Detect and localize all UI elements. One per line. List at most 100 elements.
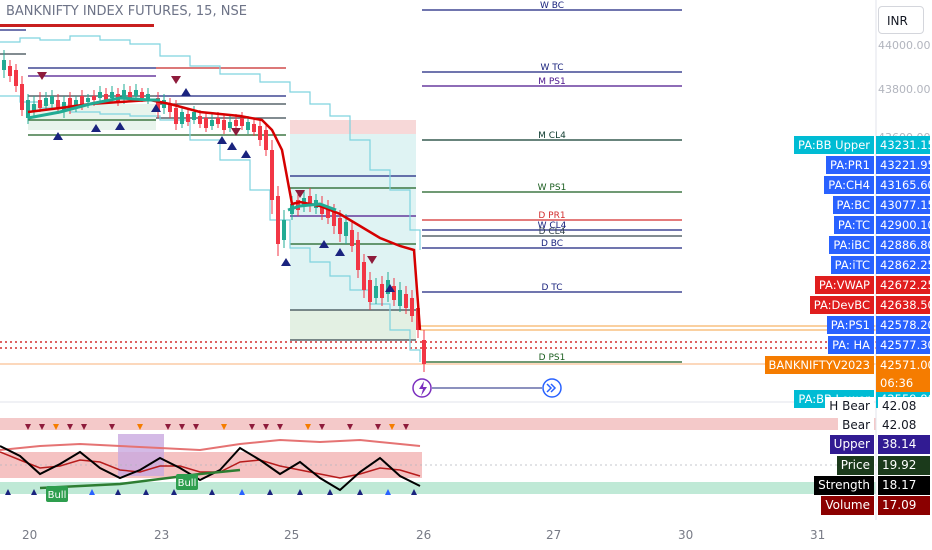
oscillator-buy-mark-1 [31, 489, 37, 495]
price-tag-value: 42862.25 [876, 256, 932, 274]
candle-44 [270, 140, 274, 214]
indicator-label: H Bear [825, 397, 874, 416]
level-label-d-cl4: D CL4 [539, 227, 566, 237]
price-tag-label: PA:TC [833, 216, 874, 234]
candle-50 [308, 188, 312, 212]
price-tag-row: PA:CH4 43165.60 [0, 176, 932, 194]
candle-37 [228, 116, 232, 132]
buy-triangle-7 [241, 150, 251, 158]
price-tag-value: 42886.80 [876, 236, 932, 254]
candle-27 [168, 98, 172, 118]
candle-body-54 [332, 212, 336, 226]
price-tag-label: PA:iBC [829, 236, 874, 254]
candle-body-17 [104, 94, 108, 100]
candle-body-29 [180, 112, 184, 124]
candle-39 [240, 112, 244, 130]
oscillator-buy-mark-4 [115, 489, 121, 495]
buy-triangle-5 [217, 136, 227, 144]
oscillator-sell-mark-0 [25, 424, 31, 430]
oscillator-sell-mark-19 [403, 424, 409, 430]
level-label-w-cl4: W CL4 [538, 221, 567, 231]
oscillator-sell-mark-3 [67, 424, 73, 430]
trend-line-green-2 [287, 202, 337, 212]
candle-body-23 [140, 92, 144, 98]
candle-body-36 [222, 120, 226, 130]
candle-body-60 [368, 280, 372, 302]
price-tag-row: PA:TC 42900.10 [0, 216, 932, 234]
bull-signal-box-1 [176, 474, 198, 490]
oscillator-sell-mark-2 [53, 424, 59, 430]
oscillator-upper-line [0, 438, 421, 452]
indicator-value: 38.14 [878, 435, 930, 454]
candle-body-14 [86, 98, 90, 102]
oscillator-sell-mark-8 [179, 424, 185, 430]
oscillator-sell-mark-5 [109, 424, 115, 430]
indicator-row: Volume 17.09 [812, 496, 930, 515]
vwap-line [27, 98, 422, 331]
candle-34 [210, 114, 214, 130]
candle-45 [276, 186, 280, 256]
plot-area [0, 0, 876, 520]
candle-body-1 [8, 66, 12, 76]
sell-triangle-2 [231, 128, 241, 136]
candle-12 [74, 96, 78, 112]
candle-body-56 [344, 222, 348, 236]
oscillator-sell-mark-14 [305, 424, 311, 430]
candle-65 [398, 282, 402, 312]
oversold-band [0, 482, 876, 494]
currency-selector[interactable]: INR [878, 6, 924, 34]
candle-66 [404, 286, 408, 314]
bull-signal-label-0: Bull [48, 490, 67, 501]
price-tag-row: PA:PS1 42578.20 [0, 316, 932, 334]
candle-body-12 [74, 100, 78, 106]
level-label-d-tc: D TC [541, 283, 562, 293]
candle-body-7 [44, 98, 48, 106]
price-tag-row: PA:iBC 42886.80 [0, 236, 932, 254]
price-tag-value: 43231.15 [876, 136, 932, 154]
candle-body-2 [14, 70, 18, 86]
indicator-value: 17.09 [878, 496, 930, 515]
indicator-row: Bear 42.08 [812, 416, 930, 435]
candle-9 [56, 94, 60, 114]
candle-67 [410, 290, 414, 322]
candle-body-20 [122, 90, 126, 98]
oscillator-buy-mark-14 [411, 489, 417, 495]
candle-body-9 [56, 100, 60, 108]
candle-body-13 [80, 96, 84, 104]
oscillator-buy-mark-6 [171, 489, 177, 495]
candle-body-18 [110, 92, 114, 98]
price-tag-label: PA:CH4 [824, 176, 874, 194]
candle-60 [368, 272, 372, 310]
bar-countdown: 06:36 [876, 374, 930, 392]
price-tag-value: 42638.50 [876, 296, 932, 314]
price-tag-value: 42577.30 [876, 336, 932, 354]
buy-triangle-1 [91, 124, 101, 132]
candle-57 [350, 222, 354, 252]
candle-body-24 [146, 94, 150, 100]
oscillator-sell-mark-16 [347, 424, 353, 430]
oscillator-buy-mark-13 [385, 489, 391, 495]
range-zone-high [290, 120, 416, 134]
chart-title: BANKNIFTY INDEX FUTURES, 15, NSE [6, 4, 247, 19]
candle-43 [264, 124, 268, 156]
oscillator-sell-mark-9 [193, 424, 199, 430]
indicator-label: Bear [838, 416, 874, 435]
buy-triangle-3 [151, 104, 161, 112]
price-tag-value: 43165.60 [876, 176, 932, 194]
indicator-value: 42.08 [878, 416, 930, 435]
candle-body-21 [128, 92, 132, 98]
oscillator-sell-mark-18 [389, 424, 395, 430]
oscillator-main-line [0, 445, 421, 492]
candle-33 [204, 112, 208, 132]
level-label-w-bc: W BC [540, 1, 564, 11]
title-underline [0, 24, 154, 27]
price-tag-value: 42578.20 [876, 316, 932, 334]
candle-5 [32, 96, 36, 118]
candle-41 [252, 118, 256, 136]
candle-body-48 [296, 200, 300, 210]
candle-6 [38, 92, 42, 112]
candle-body-31 [192, 112, 196, 120]
candle-body-4 [26, 100, 30, 118]
oscillator-sell-mark-10 [221, 424, 227, 430]
